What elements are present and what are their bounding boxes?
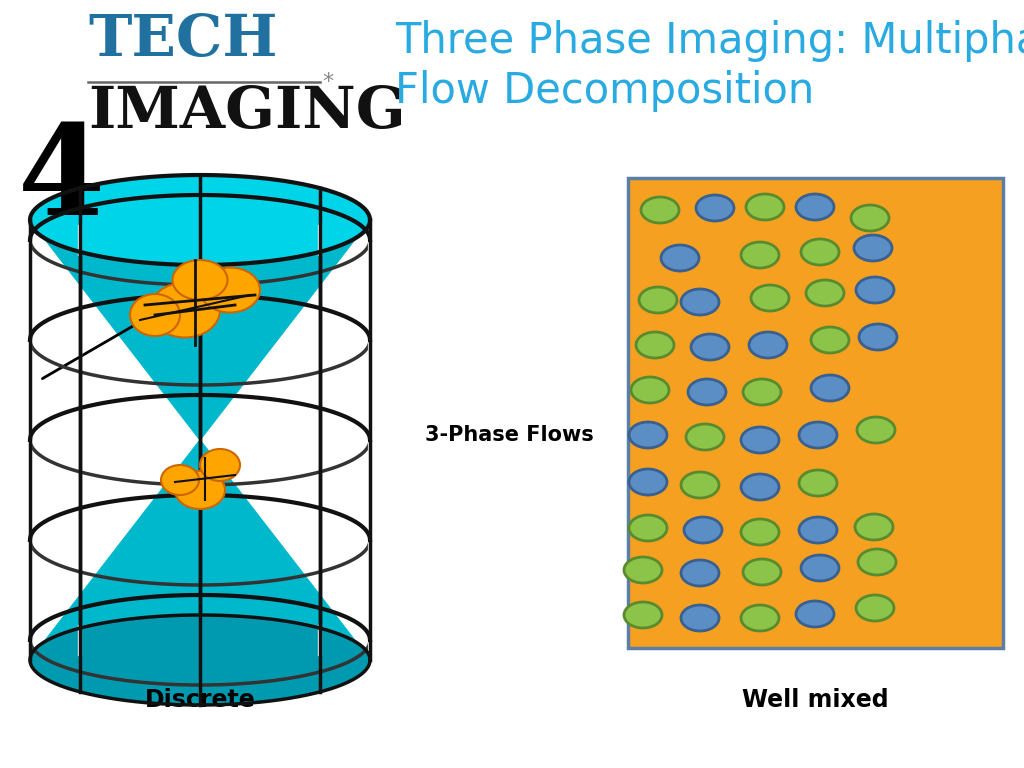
Ellipse shape [855,514,893,540]
Ellipse shape [857,417,895,443]
Ellipse shape [200,449,240,481]
Polygon shape [30,175,370,705]
Text: Discrete: Discrete [144,688,255,712]
Ellipse shape [741,242,779,268]
Ellipse shape [799,517,837,543]
Ellipse shape [662,245,699,271]
Text: 3-Phase Flows: 3-Phase Flows [425,425,594,445]
Ellipse shape [631,377,669,403]
Ellipse shape [688,379,726,405]
Ellipse shape [629,469,667,495]
Ellipse shape [799,470,837,496]
Ellipse shape [811,375,849,401]
Ellipse shape [130,294,180,336]
Ellipse shape [629,515,667,541]
Ellipse shape [200,267,260,313]
Polygon shape [30,615,370,705]
Ellipse shape [806,280,844,306]
Ellipse shape [681,472,719,498]
Ellipse shape [681,605,719,631]
Ellipse shape [743,559,781,585]
Text: TECH: TECH [88,12,278,68]
Ellipse shape [161,465,199,495]
Ellipse shape [796,601,834,627]
Text: Well mixed: Well mixed [741,688,888,712]
Ellipse shape [799,422,837,448]
Ellipse shape [686,424,724,450]
Ellipse shape [743,379,781,405]
Ellipse shape [801,555,839,581]
Ellipse shape [681,289,719,315]
Ellipse shape [681,560,719,586]
Ellipse shape [639,287,677,313]
Ellipse shape [746,194,784,220]
Text: Flow Decomposition: Flow Decomposition [395,70,814,112]
Ellipse shape [741,474,779,500]
Ellipse shape [811,327,849,353]
Ellipse shape [629,422,667,448]
Ellipse shape [684,517,722,543]
Ellipse shape [741,605,779,631]
Ellipse shape [856,277,894,303]
Ellipse shape [636,332,674,358]
Polygon shape [30,175,370,265]
Text: IMAGING: IMAGING [88,84,406,140]
Ellipse shape [854,235,892,261]
Ellipse shape [696,195,734,221]
Ellipse shape [751,285,790,311]
Ellipse shape [641,197,679,223]
Ellipse shape [851,205,889,231]
Text: Three Phase Imaging: Multiphase: Three Phase Imaging: Multiphase [395,20,1024,62]
Ellipse shape [741,427,779,453]
Ellipse shape [796,194,834,220]
Bar [628,178,1002,648]
Ellipse shape [749,332,787,358]
Ellipse shape [741,519,779,545]
Ellipse shape [859,324,897,350]
Ellipse shape [856,595,894,621]
Ellipse shape [858,549,896,575]
Ellipse shape [624,602,662,628]
Text: 4: 4 [18,120,105,241]
Ellipse shape [175,471,225,509]
Ellipse shape [624,557,662,583]
Ellipse shape [801,239,839,265]
Ellipse shape [172,260,227,300]
Text: *: * [322,72,333,92]
Ellipse shape [150,283,220,337]
Ellipse shape [691,334,729,360]
